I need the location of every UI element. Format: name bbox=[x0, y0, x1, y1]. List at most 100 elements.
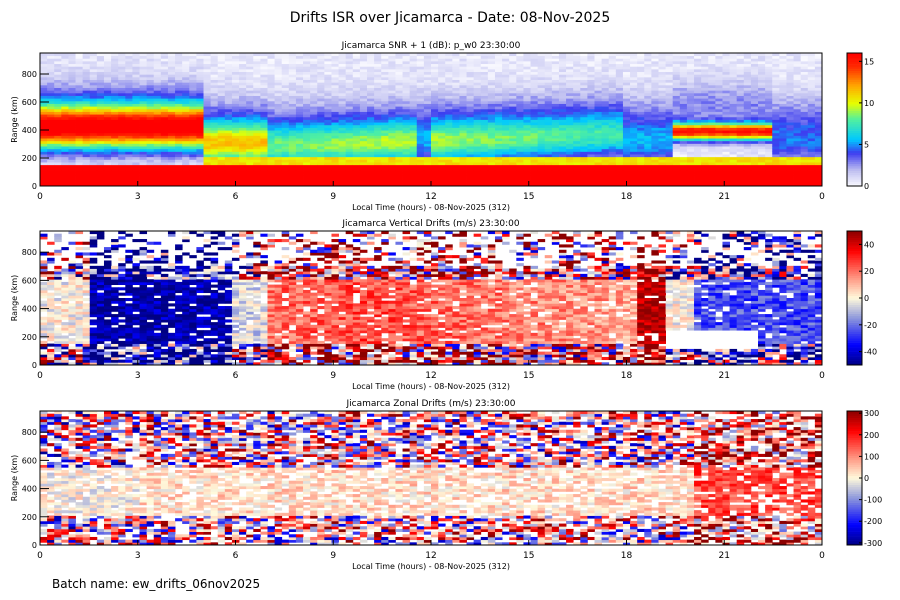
heatmap-cell bbox=[288, 95, 297, 99]
heatmap-cell bbox=[359, 170, 368, 174]
heatmap-cell bbox=[431, 79, 439, 83]
heatmap-cell bbox=[288, 143, 297, 147]
heatmap-cell bbox=[54, 84, 62, 88]
heatmap-cell bbox=[651, 132, 659, 136]
heatmap-cell bbox=[89, 148, 98, 152]
heatmap-cell bbox=[537, 148, 546, 152]
heatmap-cell bbox=[288, 135, 297, 139]
heatmap-cell bbox=[61, 53, 69, 57]
heatmap-cell bbox=[530, 170, 539, 174]
heatmap-cell bbox=[551, 98, 560, 102]
heatmap-cell bbox=[665, 175, 674, 179]
heatmap-cell bbox=[182, 135, 190, 139]
heatmap-cell bbox=[651, 103, 659, 107]
heatmap-cell bbox=[566, 119, 574, 123]
heatmap-cell bbox=[96, 74, 105, 78]
heatmap-cell bbox=[551, 106, 560, 110]
heatmap-cell bbox=[672, 183, 681, 187]
heatmap-cell bbox=[473, 116, 482, 120]
heatmap-cell bbox=[189, 114, 197, 118]
heatmap-cell bbox=[672, 151, 681, 155]
heatmap-cell bbox=[466, 66, 475, 70]
heatmap-cell bbox=[423, 138, 432, 142]
heatmap-cell bbox=[153, 82, 162, 86]
heatmap-cell bbox=[558, 58, 567, 62]
heatmap-cell bbox=[708, 103, 716, 107]
heatmap-cell bbox=[736, 71, 745, 75]
heatmap-cell bbox=[160, 74, 169, 78]
heatmap-cell bbox=[409, 108, 418, 112]
heatmap-cell bbox=[544, 167, 553, 171]
heatmap-cell bbox=[459, 154, 467, 158]
heatmap-cell bbox=[480, 63, 489, 67]
heatmap-cell bbox=[103, 84, 112, 88]
heatmap-cell bbox=[580, 74, 588, 78]
heatmap-cell bbox=[231, 111, 240, 115]
heatmap-cell bbox=[523, 90, 531, 94]
heatmap-cell bbox=[523, 71, 531, 75]
heatmap-cell bbox=[274, 140, 283, 144]
heatmap-cell bbox=[715, 159, 723, 163]
heatmap-cell bbox=[295, 178, 304, 182]
heatmap-cell bbox=[224, 132, 233, 136]
heatmap-cell bbox=[715, 135, 723, 139]
heatmap-cell bbox=[288, 154, 297, 158]
heatmap-cell bbox=[423, 135, 432, 139]
heatmap-cell bbox=[54, 63, 62, 67]
heatmap-cell bbox=[423, 79, 432, 83]
heatmap-cell bbox=[267, 90, 275, 94]
heatmap-cell bbox=[438, 156, 446, 160]
heatmap-cell bbox=[224, 103, 233, 107]
heatmap-cell bbox=[288, 178, 297, 182]
heatmap-cell bbox=[303, 84, 311, 88]
heatmap-cell bbox=[637, 68, 645, 73]
heatmap-cell bbox=[558, 111, 567, 115]
heatmap-cell bbox=[61, 170, 69, 174]
heatmap-cell bbox=[502, 98, 510, 102]
heatmap-cell bbox=[295, 127, 304, 131]
heatmap-cell bbox=[160, 170, 169, 174]
heatmap-cell bbox=[267, 116, 275, 120]
heatmap-cell bbox=[139, 143, 148, 147]
heatmap-cell bbox=[267, 140, 275, 144]
heatmap-cell bbox=[736, 111, 745, 115]
heatmap-cell bbox=[267, 180, 275, 184]
heatmap-cell bbox=[331, 100, 339, 104]
heatmap-cell bbox=[452, 63, 460, 67]
heatmap-cell bbox=[431, 111, 439, 115]
heatmap-cell bbox=[338, 68, 347, 73]
heatmap-cell bbox=[246, 100, 254, 104]
heatmap-cell bbox=[295, 84, 304, 88]
heatmap-cell bbox=[253, 180, 261, 184]
heatmap-cell bbox=[338, 116, 347, 120]
heatmap-cell bbox=[523, 60, 531, 65]
heatmap-cell bbox=[694, 116, 702, 120]
heatmap-cell bbox=[274, 71, 283, 75]
heatmap-cell bbox=[132, 124, 140, 128]
heatmap-cell bbox=[331, 95, 339, 99]
heatmap-cell bbox=[203, 111, 212, 115]
heatmap-cell bbox=[324, 79, 332, 83]
heatmap-cell bbox=[395, 55, 403, 59]
heatmap-cell bbox=[210, 103, 219, 107]
heatmap-cell bbox=[736, 132, 745, 136]
heatmap-cell bbox=[466, 95, 475, 99]
heatmap-cell bbox=[736, 74, 745, 78]
heatmap-cell bbox=[580, 68, 588, 73]
heatmap-cell bbox=[686, 132, 695, 136]
heatmap-cell bbox=[388, 151, 396, 155]
heatmap-cell bbox=[239, 132, 247, 136]
heatmap-cell bbox=[715, 74, 723, 78]
heatmap-cell bbox=[566, 53, 574, 57]
heatmap-cell bbox=[96, 122, 105, 126]
heatmap-cell bbox=[694, 74, 702, 78]
heatmap-cell bbox=[736, 183, 745, 187]
heatmap-cell bbox=[75, 180, 84, 184]
heatmap-cell bbox=[566, 178, 574, 182]
heatmap-cell bbox=[146, 92, 155, 96]
heatmap-cell bbox=[217, 132, 226, 136]
heatmap-cell bbox=[665, 162, 674, 166]
heatmap-cell bbox=[480, 154, 489, 158]
heatmap-cell bbox=[622, 98, 631, 102]
heatmap-cell bbox=[573, 108, 581, 112]
